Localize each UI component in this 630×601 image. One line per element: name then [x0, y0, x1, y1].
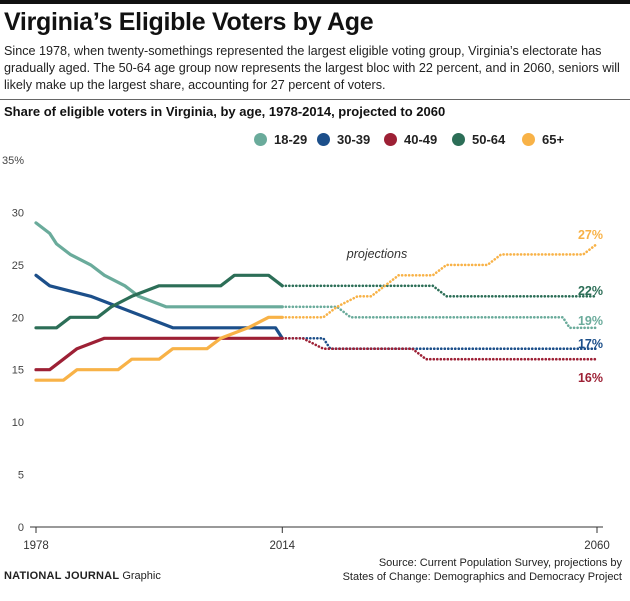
- end-label-18-29: 19%: [578, 314, 603, 328]
- series-line-30-39: [34, 273, 284, 340]
- y-tick-label: 0: [18, 522, 24, 534]
- legend-swatch: [254, 132, 267, 146]
- legend-label: 65+: [542, 131, 565, 147]
- series-projection-50-64: [280, 284, 599, 298]
- legend-item-40-49: 40-49: [384, 129, 437, 149]
- y-tick-label: 20: [12, 312, 24, 324]
- legend-label: 18-29: [274, 131, 308, 147]
- legend-item-50-64: 50-64: [452, 129, 505, 149]
- brand-suffix: Graphic: [122, 570, 161, 582]
- series-projection-18-29: [280, 305, 599, 330]
- legend-swatch: [522, 132, 535, 146]
- source-note: Source: Current Population Survey, proje…: [292, 556, 622, 584]
- x-tick-label: 2060: [584, 540, 610, 552]
- series-line-50-64: [34, 273, 284, 330]
- projections-annotation: projections: [346, 247, 407, 261]
- divider: [0, 99, 630, 100]
- legend-item-65+: 65+: [522, 129, 564, 149]
- legend-label: 40-49: [404, 131, 438, 147]
- legend-item-18-29: 18-29: [254, 129, 307, 149]
- chart-title: Share of eligible voters in Virginia, by…: [4, 104, 446, 119]
- series-projection-30-39: [280, 336, 599, 351]
- legend-swatch: [384, 132, 397, 146]
- y-tick-label: 30: [12, 207, 24, 219]
- end-label-40-49: 16%: [578, 371, 603, 385]
- source-line-1: Source: Current Population Survey, proje…: [378, 557, 622, 569]
- y-tick-label: 35%: [2, 155, 24, 167]
- series-line-18-29: [34, 221, 284, 309]
- y-tick-label: 25: [12, 260, 24, 272]
- legend-label: 30-39: [337, 131, 371, 147]
- page-title: Virginia’s Eligible Voters by Age: [4, 8, 374, 36]
- x-tick-label: 2014: [269, 540, 295, 552]
- series-projection-40-49: [280, 336, 599, 361]
- y-tick-label: 10: [12, 417, 24, 429]
- legend-swatch: [452, 132, 465, 146]
- y-tick-label: 15: [12, 365, 24, 377]
- footer-brand: NATIONAL JOURNAL Graphic: [4, 570, 161, 582]
- legend-swatch: [317, 132, 330, 146]
- source-line-2: States of Change: Demographics and Democ…: [342, 571, 622, 583]
- top-rule: [0, 0, 630, 4]
- legend-item-30-39: 30-39: [317, 129, 370, 149]
- end-label-65+: 27%: [578, 228, 603, 242]
- x-tick-label: 1978: [23, 540, 49, 552]
- series-line-40-49: [34, 336, 284, 372]
- brand-name: NATIONAL JOURNAL: [4, 570, 120, 582]
- legend-label: 50-64: [472, 131, 506, 147]
- end-label-30-39: 17%: [578, 337, 603, 351]
- y-tick-label: 5: [18, 470, 24, 482]
- series-line-65+: [34, 315, 284, 382]
- series-projection-65+: [280, 242, 599, 319]
- description-text: Since 1978, when twenty-somethings repre…: [4, 44, 620, 92]
- end-label-50-64: 22%: [578, 284, 603, 298]
